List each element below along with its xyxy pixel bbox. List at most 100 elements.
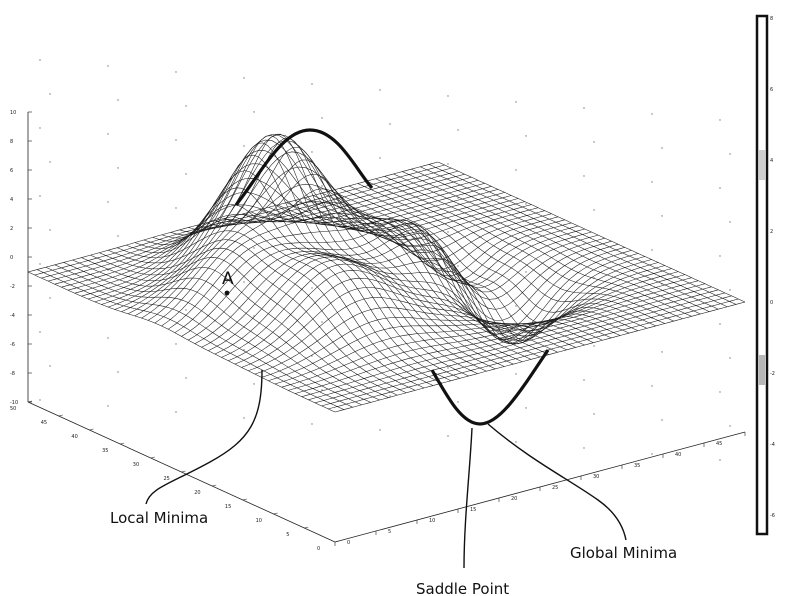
y-tick-mark (242, 498, 247, 501)
grid-dot (243, 145, 245, 147)
colorbar: 8 6 4 2 0 -2 -4 -6 (755, 14, 775, 536)
grid-dot (39, 399, 41, 401)
grid-dot (593, 141, 595, 143)
grid-dot (719, 119, 721, 121)
mesh-line-u-7 (74, 183, 485, 294)
colorbar-band-upper (759, 150, 765, 180)
grid-dot (321, 185, 323, 187)
mesh-line-v-38 (366, 180, 674, 322)
grid-dot (389, 395, 391, 397)
grid-dot (593, 345, 595, 347)
mesh-line-v-18 (188, 133, 496, 370)
mesh-line-v-37 (357, 183, 665, 324)
mesh-line-u-27 (208, 244, 619, 351)
z-tick-label: -8 (10, 371, 15, 377)
colorbar-frame (755, 14, 769, 536)
mesh-line-u-33 (248, 262, 659, 372)
mesh-line-u-24 (188, 229, 599, 341)
grid-dot (185, 105, 187, 107)
x-tick-label: 0 (347, 540, 350, 546)
mesh-line-u-40 (294, 283, 706, 394)
mesh-line-v-0 (27, 271, 336, 413)
x-tick-label: 15 (470, 507, 476, 513)
grid-dot (175, 71, 177, 73)
grid-dot (107, 269, 109, 271)
mesh-line-u-46 (334, 301, 746, 413)
mesh-line-v-36 (348, 185, 657, 327)
grid-dot (719, 391, 721, 393)
grid-dot (651, 453, 653, 455)
z-tick-label: 6 (10, 168, 13, 174)
y-tick-label: 20 (194, 490, 200, 496)
grid-dot (651, 385, 653, 387)
grid-dot (379, 429, 381, 431)
grid-dot (311, 287, 313, 289)
plot-grid-backdrop (39, 59, 731, 461)
grid-dot (39, 263, 41, 265)
grid-dot (175, 343, 177, 345)
y-tick-mark (334, 540, 340, 543)
x-tick-label: 20 (511, 496, 517, 502)
y-tick-label: 25 (164, 476, 170, 482)
colorbar-tick-label: 8 (770, 16, 773, 22)
grid-dot (253, 111, 255, 113)
mesh-line-u-39 (288, 280, 699, 391)
point-a-marker (224, 290, 230, 296)
mesh-line-v-24 (241, 201, 550, 355)
grid-dot (107, 201, 109, 203)
grid-dot (311, 355, 313, 357)
colorbar-tick-label: 6 (770, 87, 773, 93)
x-tick-label: 40 (675, 452, 681, 458)
grid-dot (243, 349, 245, 351)
z-tick-label: -2 (10, 284, 15, 290)
mesh-line-u-41 (301, 286, 712, 397)
mesh-line-u-31 (234, 256, 645, 365)
y-tick-label: 45 (41, 420, 47, 426)
z-tick-label: 0 (10, 255, 13, 261)
grid-dot (447, 163, 449, 165)
mesh-line-u-36 (268, 271, 679, 381)
grid-dot (39, 127, 41, 129)
grid-dot (729, 289, 731, 291)
grid-dot (515, 441, 517, 443)
grid-dot (661, 419, 663, 421)
mesh-line-u-35 (261, 268, 672, 378)
grid-dot (49, 229, 51, 231)
grid-dot (185, 377, 187, 379)
y-tick-mark (58, 414, 63, 417)
y-tick-label: 0 (317, 546, 320, 552)
y-tick-mark (27, 400, 33, 403)
y-tick-label: 15 (225, 504, 231, 510)
y-tick-mark (120, 442, 125, 445)
grid-dot (379, 157, 381, 159)
grid-dot (447, 231, 449, 233)
grid-dot (583, 311, 585, 313)
x-tick-label: 30 (593, 474, 599, 480)
grid-dot (253, 247, 255, 249)
grid-dot (175, 411, 177, 413)
mesh-line-u-42 (308, 289, 719, 401)
grid-dot (175, 139, 177, 141)
profile-curve (234, 128, 374, 206)
grid-dot (457, 197, 459, 199)
grid-dot (719, 187, 721, 189)
mesh-line-u-6 (67, 180, 479, 291)
mesh-line-v-23 (232, 188, 541, 358)
z-tick-label: -6 (10, 342, 15, 348)
grid-dot (107, 65, 109, 67)
z-tick-label: -10 (10, 400, 18, 406)
x-tick-label: 45 (716, 441, 722, 447)
global-minima-leader (487, 423, 627, 541)
grid-dot (525, 407, 527, 409)
y-tick-label: 5 (286, 532, 289, 538)
grid-dot (515, 373, 517, 375)
grid-dot (243, 417, 245, 419)
z-tick-label: 8 (10, 139, 13, 145)
grid-dot (243, 281, 245, 283)
grid-dot (593, 209, 595, 211)
x-axis-ticks: 05101520253035404550 (334, 430, 763, 546)
mesh-line-v-6 (81, 257, 389, 398)
saddle-point-leader (463, 427, 473, 569)
mesh-line-v-32 (313, 195, 621, 345)
